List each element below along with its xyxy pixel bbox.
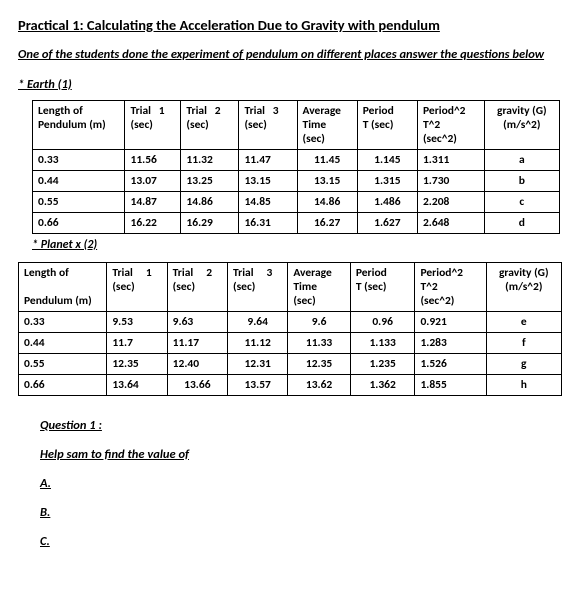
planetx-table: Length ofPendulum (m) Trial 1 (sec) Tria…	[18, 262, 562, 396]
table-row: 0.66 13.64 13.66 13.57 13.62 1.362 1.855…	[19, 374, 562, 395]
page-title: Practical 1: Calculating the Acceleratio…	[18, 16, 562, 34]
table-row: 0.33 11.56 11.32 11.47 11.45 1.145 1.311…	[33, 149, 560, 170]
col-trial1: Trial 1 (sec)	[125, 100, 181, 149]
table-row: 0.66 16.22 16.29 16.31 16.27 1.627 2.648…	[33, 212, 560, 233]
col-length: Length ofPendulum (m)	[19, 262, 107, 311]
col-trial2: Trial 2 (sec)	[167, 262, 227, 311]
col-trial3: Trial 3 (sec)	[228, 262, 288, 311]
col-trial2: Trial 2 (sec)	[181, 100, 239, 149]
option-c: C.	[40, 534, 562, 549]
col-avg: Average Time(sec)	[288, 262, 350, 311]
col-avg: Average Time(sec)	[297, 100, 357, 149]
table-header-row: Length ofPendulum (m) Trial 1 (sec) Tria…	[33, 100, 560, 149]
earth-table: Length ofPendulum (m) Trial 1 (sec) Tria…	[32, 100, 560, 234]
planetx-label: * Planet x (2)	[32, 238, 562, 252]
col-gravity: gravity (G)(m/s^2)	[486, 262, 561, 311]
table-header-row: Length ofPendulum (m) Trial 1 (sec) Tria…	[19, 262, 562, 311]
col-gravity: gravity (G)(m/s^2)	[484, 100, 559, 149]
col-period: PeriodT (sec)	[357, 100, 417, 149]
col-period2: Period^2 T^2(sec^2)	[417, 100, 484, 149]
col-period: PeriodT (sec)	[350, 262, 415, 311]
option-a: A.	[40, 476, 562, 491]
col-trial1: Trial 1 (sec)	[107, 262, 167, 311]
option-b: B.	[40, 505, 562, 520]
col-length: Length ofPendulum (m)	[33, 100, 125, 149]
question-block: Question 1 : Help sam to find the value …	[40, 418, 562, 549]
page-subtitle: One of the students done the experiment …	[18, 46, 562, 65]
table-row: 0.55 14.87 14.86 14.85 14.86 1.486 2.208…	[33, 191, 560, 212]
table-row: 0.55 12.35 12.40 12.31 12.35 1.235 1.526…	[19, 353, 562, 374]
col-period2: Period^2 T^2(sec^2)	[415, 262, 486, 311]
question-help-text: Help sam to find the value of	[40, 447, 562, 462]
table-row: 0.33 9.53 9.63 9.64 9.6 0.96 0.921 e	[19, 311, 562, 332]
table-row: 0.44 11.7 11.17 11.12 11.33 1.133 1.283 …	[19, 332, 562, 353]
earth-label: * Earth (1)	[18, 77, 562, 92]
col-trial3: Trial 3 (sec)	[239, 100, 297, 149]
question-1-label: Question 1 :	[40, 418, 562, 433]
table-row: 0.44 13.07 13.25 13.15 13.15 1.315 1.730…	[33, 170, 560, 191]
